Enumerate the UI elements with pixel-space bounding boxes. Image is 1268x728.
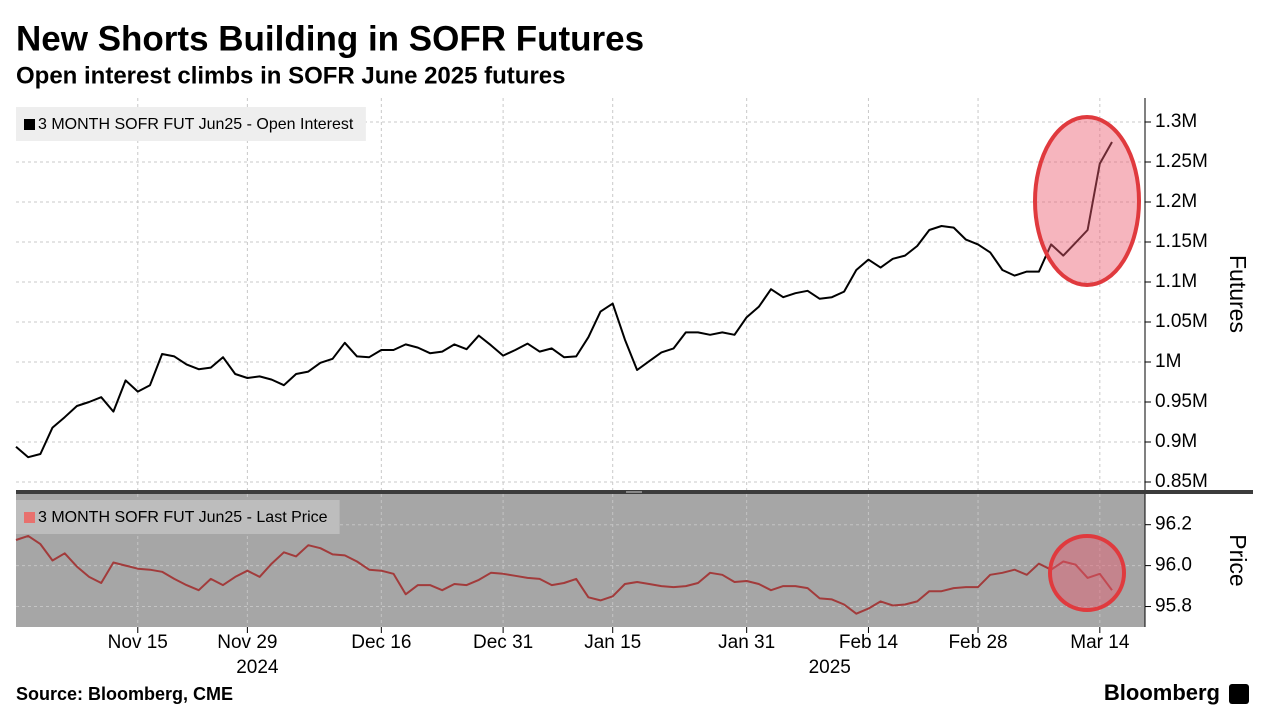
brand-icon [1229, 684, 1249, 704]
x-tick-label: Nov 15 [108, 632, 168, 653]
y-tick-label: 1.15M [1155, 231, 1208, 252]
y-axis-title: Futures [1225, 255, 1251, 333]
legend-label: 3 MONTH SOFR FUT Jun25 - Last Price [38, 509, 328, 526]
highlight-circle [1048, 534, 1126, 612]
x-tick-label: Nov 29 [217, 632, 277, 653]
chart-subtitle: Open interest climbs in SOFR June 2025 f… [16, 62, 565, 89]
legend-box [16, 107, 366, 141]
chart-title: New Shorts Building in SOFR Futures [16, 19, 644, 58]
source: Source: Bloomberg, CME [16, 684, 233, 704]
y-tick-label: 1.1M [1155, 271, 1197, 292]
legend-swatch [24, 119, 35, 130]
panel-handle [626, 491, 642, 493]
x-tick-label: Dec 31 [473, 632, 533, 653]
y-tick-label: 95.8 [1155, 596, 1192, 617]
y-tick-label: 96.2 [1155, 514, 1192, 535]
x-year-label: 2024 [236, 657, 279, 678]
x-tick-label: Jan 31 [718, 632, 775, 653]
x-tick-label: Mar 14 [1070, 632, 1130, 653]
x-tick-label: Feb 28 [948, 632, 1007, 653]
y-tick-label: 1.05M [1155, 311, 1208, 332]
y-tick-label: 0.85M [1155, 471, 1208, 492]
y-axis-title: Price [1225, 534, 1251, 586]
y-tick-label: 1.3M [1155, 111, 1197, 132]
legend-swatch [24, 512, 35, 523]
highlight-ellipse [1033, 115, 1141, 287]
y-tick-label: 0.95M [1155, 391, 1208, 412]
series-line [15, 534, 1113, 615]
x-tick-label: Jan 15 [584, 632, 641, 653]
brand: Bloomberg [1104, 680, 1220, 705]
y-tick-label: 96.0 [1155, 555, 1192, 576]
legend-box [16, 500, 340, 534]
x-year-label: 2025 [809, 657, 851, 678]
series-line [15, 141, 1113, 459]
y-tick-label: 1.2M [1155, 191, 1197, 212]
legend-label: 3 MONTH SOFR FUT Jun25 - Open Interest [38, 116, 354, 133]
x-tick-label: Dec 16 [351, 632, 411, 653]
y-tick-label: 1M [1155, 351, 1181, 372]
y-tick-label: 1.25M [1155, 151, 1208, 172]
x-tick-label: Feb 14 [839, 632, 899, 653]
y-tick-label: 0.9M [1155, 431, 1197, 452]
